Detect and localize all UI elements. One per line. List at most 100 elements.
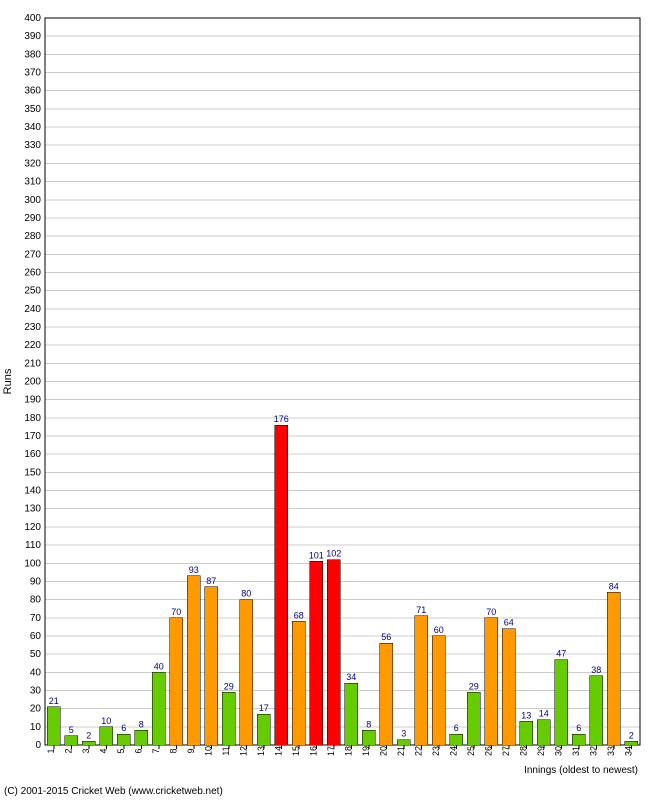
- bar-value-label: 68: [294, 610, 304, 620]
- y-tick-label: 20: [30, 704, 42, 715]
- y-tick-label: 260: [24, 267, 41, 278]
- bar-value-label: 21: [49, 696, 59, 706]
- bar-value-label: 6: [121, 723, 126, 733]
- x-tick-label: 8: [168, 748, 178, 753]
- x-tick-label: 18: [343, 746, 353, 756]
- bar: [502, 629, 515, 745]
- bar: [345, 683, 358, 745]
- x-tick-label: 13: [256, 746, 266, 756]
- x-tick-label: 28: [518, 746, 528, 756]
- bar: [187, 576, 200, 745]
- bar: [292, 621, 305, 745]
- bar: [450, 734, 463, 745]
- y-tick-label: 250: [24, 286, 41, 297]
- y-tick-label: 220: [24, 340, 41, 351]
- bar: [117, 734, 130, 745]
- y-tick-label: 60: [30, 631, 42, 642]
- y-tick-label: 120: [24, 522, 41, 533]
- bar: [555, 660, 568, 745]
- y-tick-label: 30: [30, 685, 42, 696]
- bar-value-label: 8: [366, 719, 371, 729]
- y-tick-label: 110: [25, 540, 41, 551]
- bar-value-label: 101: [309, 550, 324, 560]
- y-tick-label: 240: [24, 304, 41, 315]
- y-tick-label: 70: [30, 613, 42, 624]
- bar-value-label: 2: [86, 730, 91, 740]
- bar: [415, 616, 428, 745]
- y-tick-label: 370: [24, 68, 41, 79]
- bar: [65, 736, 78, 745]
- y-tick-label: 360: [24, 86, 41, 97]
- copyright-text: (C) 2001-2015 Cricket Web (www.cricketwe…: [4, 786, 223, 797]
- x-tick-label: 26: [483, 746, 493, 756]
- bar-value-label: 80: [241, 589, 251, 599]
- x-tick-label: 7: [151, 748, 161, 753]
- bar: [240, 600, 253, 745]
- bar-value-label: 176: [274, 414, 289, 424]
- bar: [362, 730, 375, 745]
- x-tick-label: 30: [553, 746, 563, 756]
- bar: [152, 672, 165, 745]
- bar: [380, 643, 393, 745]
- y-tick-label: 80: [30, 595, 42, 606]
- x-tick-label: 3: [81, 748, 91, 753]
- bar-value-label: 56: [381, 632, 391, 642]
- bar-value-label: 13: [521, 710, 531, 720]
- y-tick-label: 130: [24, 504, 41, 515]
- bar-value-label: 87: [206, 576, 216, 586]
- x-tick-label: 10: [203, 746, 213, 756]
- x-tick-label: 34: [623, 746, 633, 756]
- bar: [100, 727, 113, 745]
- y-tick-label: 50: [30, 649, 42, 660]
- x-tick-label: 33: [606, 746, 616, 756]
- x-tick-label: 20: [378, 746, 388, 756]
- y-tick-label: 160: [24, 449, 41, 460]
- y-tick-label: 10: [30, 722, 42, 733]
- y-tick-label: 100: [24, 558, 41, 569]
- x-tick-label: 32: [588, 746, 598, 756]
- x-tick-label: 12: [238, 746, 248, 756]
- bar: [590, 676, 603, 745]
- bar-value-label: 8: [139, 719, 144, 729]
- bar: [257, 714, 270, 745]
- y-tick-label: 180: [24, 413, 41, 424]
- y-tick-label: 40: [30, 667, 42, 678]
- bar: [467, 692, 480, 745]
- x-tick-label: 6: [133, 748, 143, 753]
- bar: [205, 587, 218, 745]
- x-tick-label: 31: [571, 746, 581, 756]
- bar: [397, 740, 410, 745]
- bar: [275, 425, 288, 745]
- bar: [625, 741, 638, 745]
- x-tick-label: 2: [63, 748, 73, 753]
- x-tick-label: 22: [413, 746, 423, 756]
- bar: [520, 721, 533, 745]
- y-tick-label: 170: [24, 431, 41, 442]
- y-tick-label: 340: [24, 122, 41, 133]
- bar-value-label: 47: [556, 649, 566, 659]
- x-tick-label: 9: [186, 748, 196, 753]
- x-tick-label: 1: [46, 748, 56, 753]
- bar: [432, 636, 445, 745]
- bar-value-label: 84: [609, 581, 619, 591]
- bar: [170, 618, 183, 745]
- y-axis-title: Runs: [2, 368, 14, 394]
- bar: [222, 692, 235, 745]
- bar-value-label: 3: [401, 729, 406, 739]
- y-tick-label: 210: [24, 358, 41, 369]
- y-tick-label: 380: [24, 49, 41, 60]
- bar-value-label: 17: [259, 703, 269, 713]
- y-tick-label: 290: [24, 213, 41, 224]
- x-tick-label: 4: [98, 748, 108, 753]
- bar-value-label: 71: [416, 605, 426, 615]
- bar-value-label: 6: [576, 723, 581, 733]
- bar: [537, 720, 550, 745]
- y-tick-label: 230: [24, 322, 41, 333]
- x-tick-label: 14: [273, 746, 283, 756]
- x-tick-label: 11: [221, 746, 231, 755]
- bar-value-label: 10: [101, 716, 111, 726]
- bar-value-label: 5: [69, 725, 74, 735]
- bar-value-label: 40: [154, 661, 164, 671]
- bar: [327, 560, 340, 745]
- y-tick-label: 90: [30, 576, 42, 587]
